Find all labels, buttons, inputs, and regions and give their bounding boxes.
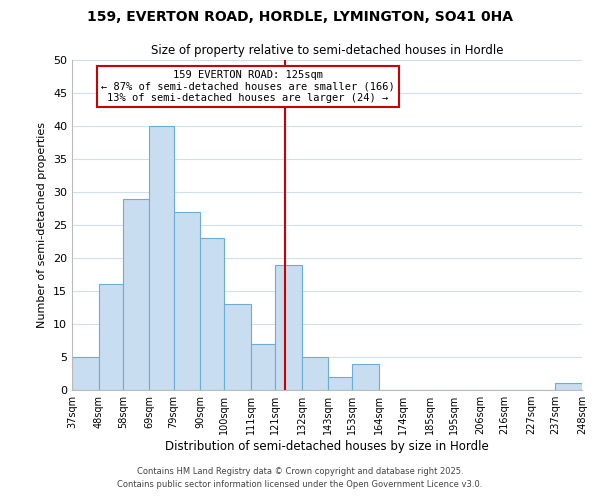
Bar — [200, 238, 224, 390]
Bar — [173, 212, 200, 390]
Bar — [149, 126, 173, 390]
Bar — [251, 344, 275, 390]
Text: 159 EVERTON ROAD: 125sqm
← 87% of semi-detached houses are smaller (166)
13% of : 159 EVERTON ROAD: 125sqm ← 87% of semi-d… — [101, 70, 395, 103]
Bar — [556, 384, 582, 390]
Bar — [72, 357, 98, 390]
Bar — [328, 377, 352, 390]
Bar — [302, 357, 328, 390]
Text: Contains HM Land Registry data © Crown copyright and database right 2025.
Contai: Contains HM Land Registry data © Crown c… — [118, 468, 482, 489]
X-axis label: Distribution of semi-detached houses by size in Hordle: Distribution of semi-detached houses by … — [165, 440, 489, 453]
Text: 159, EVERTON ROAD, HORDLE, LYMINGTON, SO41 0HA: 159, EVERTON ROAD, HORDLE, LYMINGTON, SO… — [87, 10, 513, 24]
Bar — [123, 198, 149, 390]
Bar — [98, 284, 123, 390]
Bar — [275, 264, 302, 390]
Title: Size of property relative to semi-detached houses in Hordle: Size of property relative to semi-detach… — [151, 44, 503, 58]
Bar — [352, 364, 379, 390]
Y-axis label: Number of semi-detached properties: Number of semi-detached properties — [37, 122, 47, 328]
Bar — [224, 304, 251, 390]
